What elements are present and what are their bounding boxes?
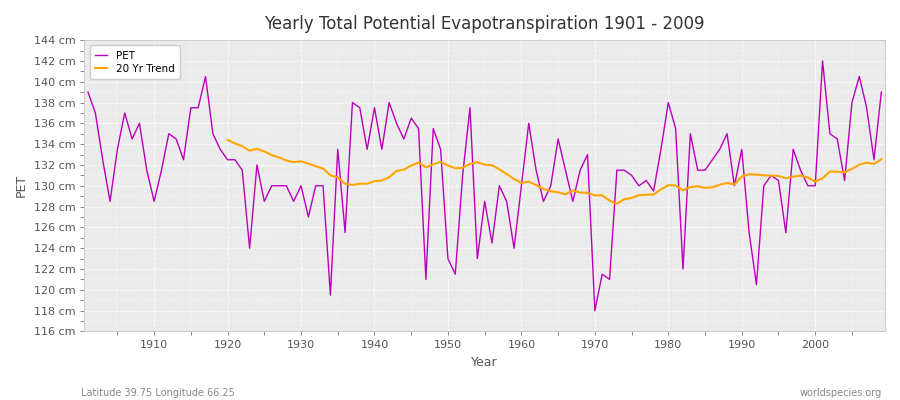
20 Yr Trend [222, 138, 233, 142]
20 Yr Trend [788, 174, 798, 179]
PET [303, 214, 314, 219]
20 Yr Trend [876, 157, 886, 162]
PET [611, 168, 622, 172]
Legend: PET, 20 Yr Trend: PET, 20 Yr Trend [89, 45, 179, 79]
Line: 20 Yr Trend: 20 Yr Trend [228, 140, 881, 204]
PET [876, 90, 886, 94]
20 Yr Trend [685, 185, 696, 190]
Text: Latitude 39.75 Longitude 66.25: Latitude 39.75 Longitude 66.25 [81, 388, 235, 398]
PET [817, 58, 828, 63]
20 Yr Trend [420, 165, 431, 170]
20 Yr Trend [773, 174, 784, 178]
Text: worldspecies.org: worldspecies.org [800, 388, 882, 398]
Line: PET: PET [88, 61, 881, 311]
PET [508, 246, 519, 250]
PET [516, 183, 526, 188]
PET [590, 308, 600, 313]
Y-axis label: PET: PET [15, 174, 28, 197]
20 Yr Trend [310, 164, 321, 169]
20 Yr Trend [611, 201, 622, 206]
X-axis label: Year: Year [472, 356, 498, 369]
PET [83, 90, 94, 94]
Title: Yearly Total Potential Evapotranspiration 1901 - 2009: Yearly Total Potential Evapotranspiratio… [265, 15, 705, 33]
PET [347, 100, 358, 105]
PET [141, 168, 152, 172]
20 Yr Trend [854, 162, 865, 167]
